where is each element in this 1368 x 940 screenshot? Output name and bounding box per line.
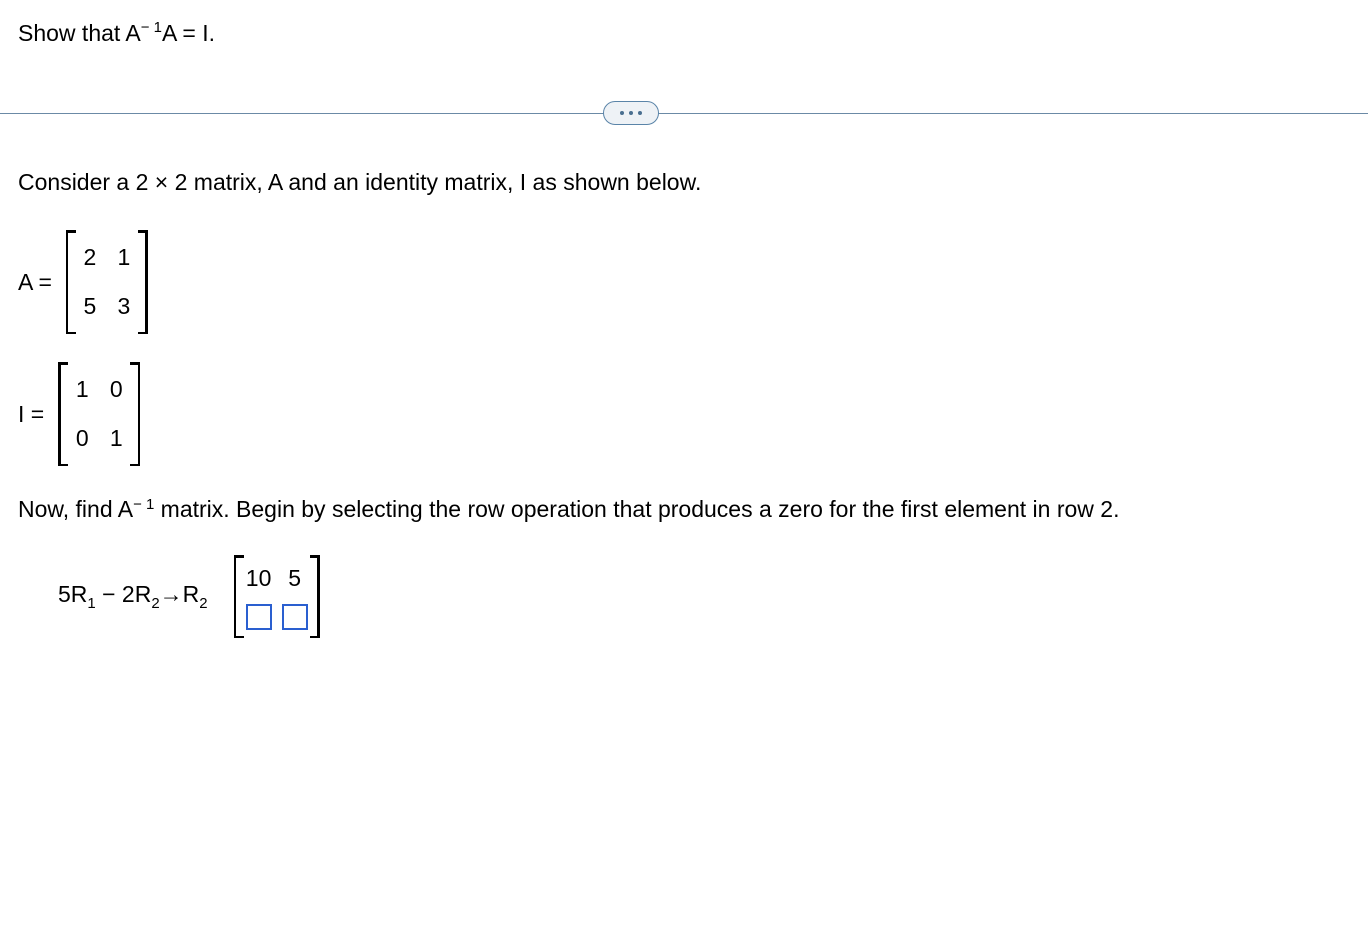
answer-input-r2c2[interactable] xyxy=(282,604,308,630)
op-part: →R xyxy=(160,581,200,607)
matrix-a-row: A = 2 1 5 3 xyxy=(18,230,1350,334)
find-prefix: Now, find A xyxy=(18,496,133,522)
matrix-a-label: A = xyxy=(18,267,52,298)
op-sub: 1 xyxy=(87,595,95,612)
op-sub: 2 xyxy=(151,595,159,612)
op-part: − 2R xyxy=(96,581,152,607)
dot-icon xyxy=(638,111,642,115)
matrix-cell: 5 xyxy=(285,563,305,594)
result-matrix-body: 10 5 xyxy=(242,555,312,638)
op-sub: 2 xyxy=(199,595,207,612)
matrix-cell: 1 xyxy=(106,423,126,454)
problem-page: Show that A− 1A = I. Consider a 2 × 2 ma… xyxy=(0,0,1368,638)
matrix-a: 2 1 5 3 xyxy=(60,230,154,334)
matrix-cell: 5 xyxy=(80,291,100,322)
matrix-cell: 2 xyxy=(80,242,100,273)
matrix-i: 1 0 0 1 xyxy=(52,362,146,466)
bracket-right-icon xyxy=(132,362,146,466)
matrix-cell: 10 xyxy=(246,563,272,594)
matrix-cell: 0 xyxy=(106,374,126,405)
matrix-cell: 1 xyxy=(72,374,92,405)
expand-pill[interactable] xyxy=(603,101,659,125)
find-inverse-line: Now, find A− 1 matrix. Begin by selectin… xyxy=(18,494,1350,525)
prompt-line: Show that A− 1A = I. xyxy=(18,18,1350,49)
matrix-i-row: I = 1 0 0 1 xyxy=(18,362,1350,466)
dot-icon xyxy=(629,111,633,115)
dot-icon xyxy=(620,111,624,115)
answer-input-r2c1[interactable] xyxy=(246,604,272,630)
matrix-cell: 0 xyxy=(72,423,92,454)
matrix-i-body: 1 0 0 1 xyxy=(66,362,132,466)
bracket-left-icon xyxy=(228,555,242,638)
prompt-sup: − 1 xyxy=(141,19,162,36)
bracket-right-icon xyxy=(140,230,154,334)
result-matrix: 10 5 xyxy=(228,555,326,638)
section-divider xyxy=(18,99,1350,127)
divider-line xyxy=(0,113,1368,114)
prompt-suffix: A = I. xyxy=(162,20,215,46)
find-sup: − 1 xyxy=(133,496,154,513)
bracket-left-icon xyxy=(60,230,74,334)
find-suffix: matrix. Begin by selecting the row opera… xyxy=(154,496,1119,522)
bracket-left-icon xyxy=(52,362,66,466)
matrix-cell: 3 xyxy=(114,291,134,322)
matrix-i-label: I = xyxy=(18,399,44,430)
intro-text: Consider a 2 × 2 matrix, A and an identi… xyxy=(18,167,1350,198)
row-operation-row: 5R1 − 2R2→R2 10 5 xyxy=(58,555,1350,638)
bracket-right-icon xyxy=(312,555,326,638)
op-part: 5R xyxy=(58,581,87,607)
matrix-a-body: 2 1 5 3 xyxy=(74,230,140,334)
matrix-cell: 1 xyxy=(114,242,134,273)
prompt-prefix: Show that A xyxy=(18,20,141,46)
row-operation-label: 5R1 − 2R2→R2 xyxy=(58,579,208,614)
